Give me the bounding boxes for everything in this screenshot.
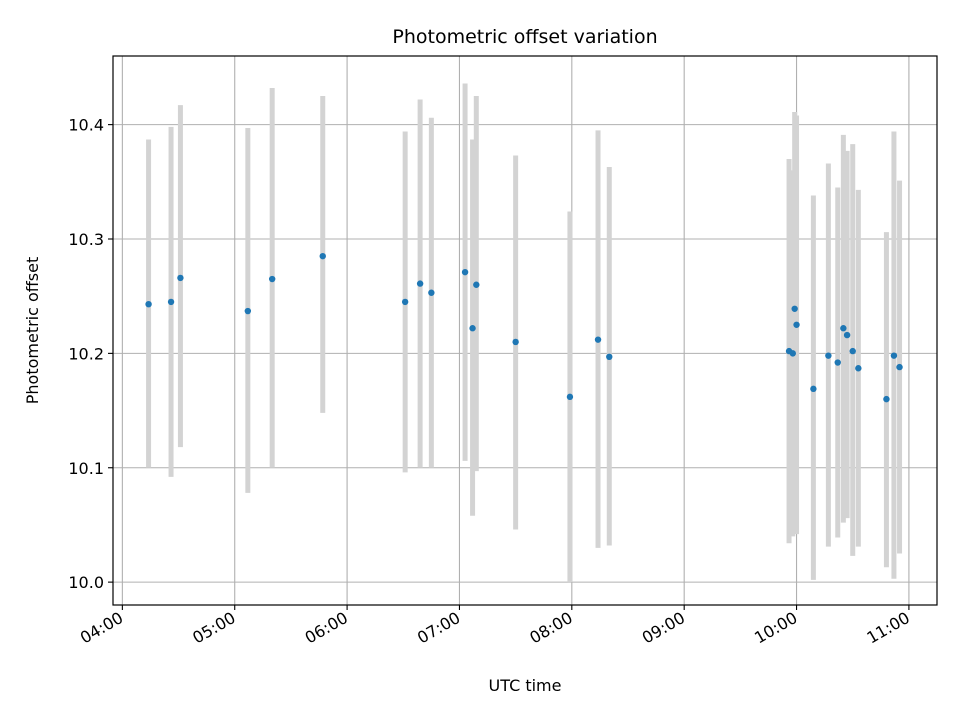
plot-frame	[112, 55, 938, 606]
y-axis-label: Photometric offset	[23, 257, 42, 405]
data-point	[890, 352, 898, 359]
data-point	[594, 336, 602, 343]
data-point	[428, 289, 435, 296]
data-points	[145, 252, 903, 403]
y-tick-label: 10.3	[68, 230, 104, 249]
data-point	[319, 252, 326, 260]
data-point	[268, 275, 276, 283]
data-point	[145, 300, 152, 308]
data-point	[825, 352, 832, 359]
chart-title: Photometric offset variation	[392, 26, 657, 48]
data-point	[791, 305, 798, 312]
data-point	[834, 359, 841, 366]
data-point	[855, 365, 862, 372]
data-point	[793, 321, 800, 328]
data-point	[849, 347, 856, 355]
y-tick-label: 10.1	[68, 459, 104, 478]
data-point	[566, 393, 574, 401]
data-point	[789, 350, 796, 357]
data-point	[840, 325, 847, 332]
data-point	[401, 298, 409, 306]
y-axis-ticks: 10.0 10.1 10.2 10.3 10.4	[68, 116, 113, 592]
data-point	[512, 338, 519, 346]
data-point	[810, 385, 817, 393]
data-point	[473, 281, 480, 288]
data-point	[896, 363, 903, 371]
y-tick-label: 10.0	[68, 573, 104, 592]
data-point	[167, 298, 175, 306]
data-point	[177, 274, 184, 282]
data-point	[469, 325, 476, 332]
data-point	[416, 280, 424, 287]
data-point	[883, 395, 890, 403]
x-axis-label: UTC time	[489, 676, 562, 695]
data-point	[244, 307, 252, 315]
data-point	[843, 331, 851, 339]
data-point	[461, 268, 469, 276]
y-tick-label: 10.4	[68, 116, 104, 135]
y-tick-label: 10.2	[68, 344, 104, 363]
data-point	[606, 353, 613, 361]
